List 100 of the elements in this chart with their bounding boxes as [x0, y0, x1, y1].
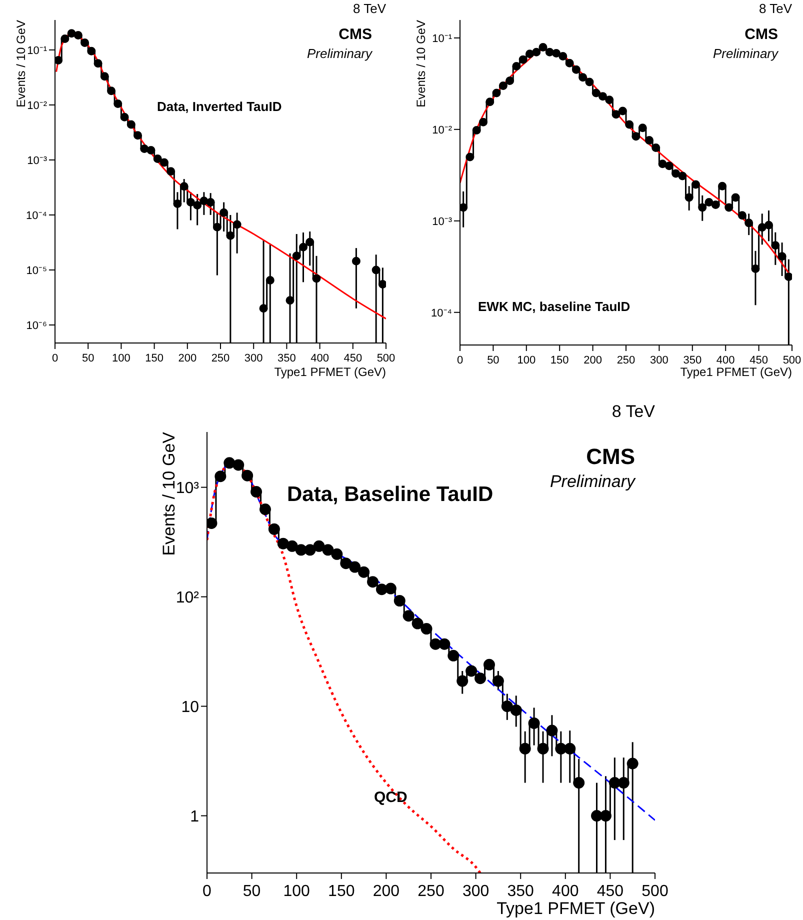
annotation: CMS [586, 444, 635, 470]
point [312, 274, 321, 283]
y-axis-title: Events / 10 GeV [414, 20, 428, 108]
point [626, 758, 638, 770]
point [644, 136, 654, 145]
point [618, 777, 630, 789]
text: 8 TeV [612, 402, 655, 422]
x-tick-label: 300 [462, 883, 490, 900]
point [268, 523, 280, 535]
point [331, 548, 343, 560]
point [555, 742, 567, 754]
point [220, 208, 228, 217]
point [349, 561, 361, 573]
point [474, 672, 486, 684]
point [501, 700, 513, 712]
x-tick-label: 100 [112, 352, 130, 364]
point [212, 222, 222, 232]
x-tick-label: 50 [242, 883, 261, 900]
point [120, 112, 129, 122]
point [226, 231, 235, 240]
point [60, 34, 70, 43]
point [698, 203, 707, 212]
point [466, 152, 474, 162]
point [744, 218, 754, 228]
point [764, 220, 774, 230]
point [498, 82, 508, 90]
point [718, 182, 727, 190]
x-tick-label: 350 [278, 352, 296, 364]
point [340, 558, 352, 570]
point [618, 106, 627, 116]
point [295, 544, 307, 556]
point [352, 256, 360, 266]
point [612, 110, 620, 119]
point [525, 50, 534, 58]
point [711, 200, 720, 210]
point [572, 65, 580, 74]
y-tick-label: 10⁻² [27, 100, 48, 112]
point [519, 742, 531, 754]
point [578, 73, 588, 82]
point [299, 242, 308, 252]
point [546, 724, 558, 736]
point [506, 76, 514, 86]
point [600, 810, 612, 822]
point [448, 650, 460, 662]
x-tick-label: 150 [328, 883, 355, 900]
point [658, 160, 667, 168]
annotation: CMS [338, 26, 372, 44]
point [304, 544, 316, 556]
point [378, 280, 386, 288]
point [206, 198, 215, 207]
point [134, 131, 142, 140]
annotation: Preliminary [712, 46, 778, 62]
point [564, 742, 576, 754]
annotation: CMS [744, 26, 778, 44]
point [224, 457, 236, 469]
point [532, 48, 541, 56]
point [472, 126, 481, 134]
point [592, 88, 600, 98]
y-tick-label: 10 [181, 698, 200, 716]
point [565, 58, 574, 68]
x-tick-label: 350 [507, 883, 534, 900]
point [412, 618, 424, 630]
annotation: Preliminary [306, 46, 372, 62]
point [598, 92, 608, 101]
x-tick-label: 250 [211, 352, 230, 364]
x-tick-label: 300 [650, 354, 668, 366]
point [94, 59, 102, 68]
point [758, 223, 766, 232]
point [738, 211, 746, 220]
x-tick-label: 200 [372, 883, 400, 900]
point [518, 55, 528, 64]
point [74, 30, 82, 40]
y-tick-label: 10⁻⁶ [26, 320, 47, 332]
point [358, 566, 370, 578]
x-tick-label: 250 [616, 354, 636, 366]
x-tick-label: 450 [344, 352, 362, 364]
point [486, 98, 494, 106]
point [460, 203, 468, 212]
point [672, 169, 680, 178]
point [492, 675, 504, 687]
point [664, 162, 674, 170]
y-tick-label: 10⁻⁴ [431, 307, 452, 320]
point [367, 576, 379, 588]
text: 8 TeV [352, 1, 386, 16]
point [140, 144, 149, 153]
point [193, 201, 202, 210]
point [214, 470, 226, 482]
x-tick-label: 350 [683, 354, 702, 366]
point [313, 540, 325, 552]
point [292, 252, 301, 260]
point [277, 538, 289, 550]
point [466, 665, 478, 677]
point [684, 193, 694, 202]
point [259, 304, 268, 313]
point [585, 78, 594, 86]
point [180, 182, 188, 191]
point [632, 132, 640, 141]
point [207, 517, 218, 529]
y-tick-label: 10⁻³ [27, 154, 48, 167]
point [266, 276, 274, 284]
